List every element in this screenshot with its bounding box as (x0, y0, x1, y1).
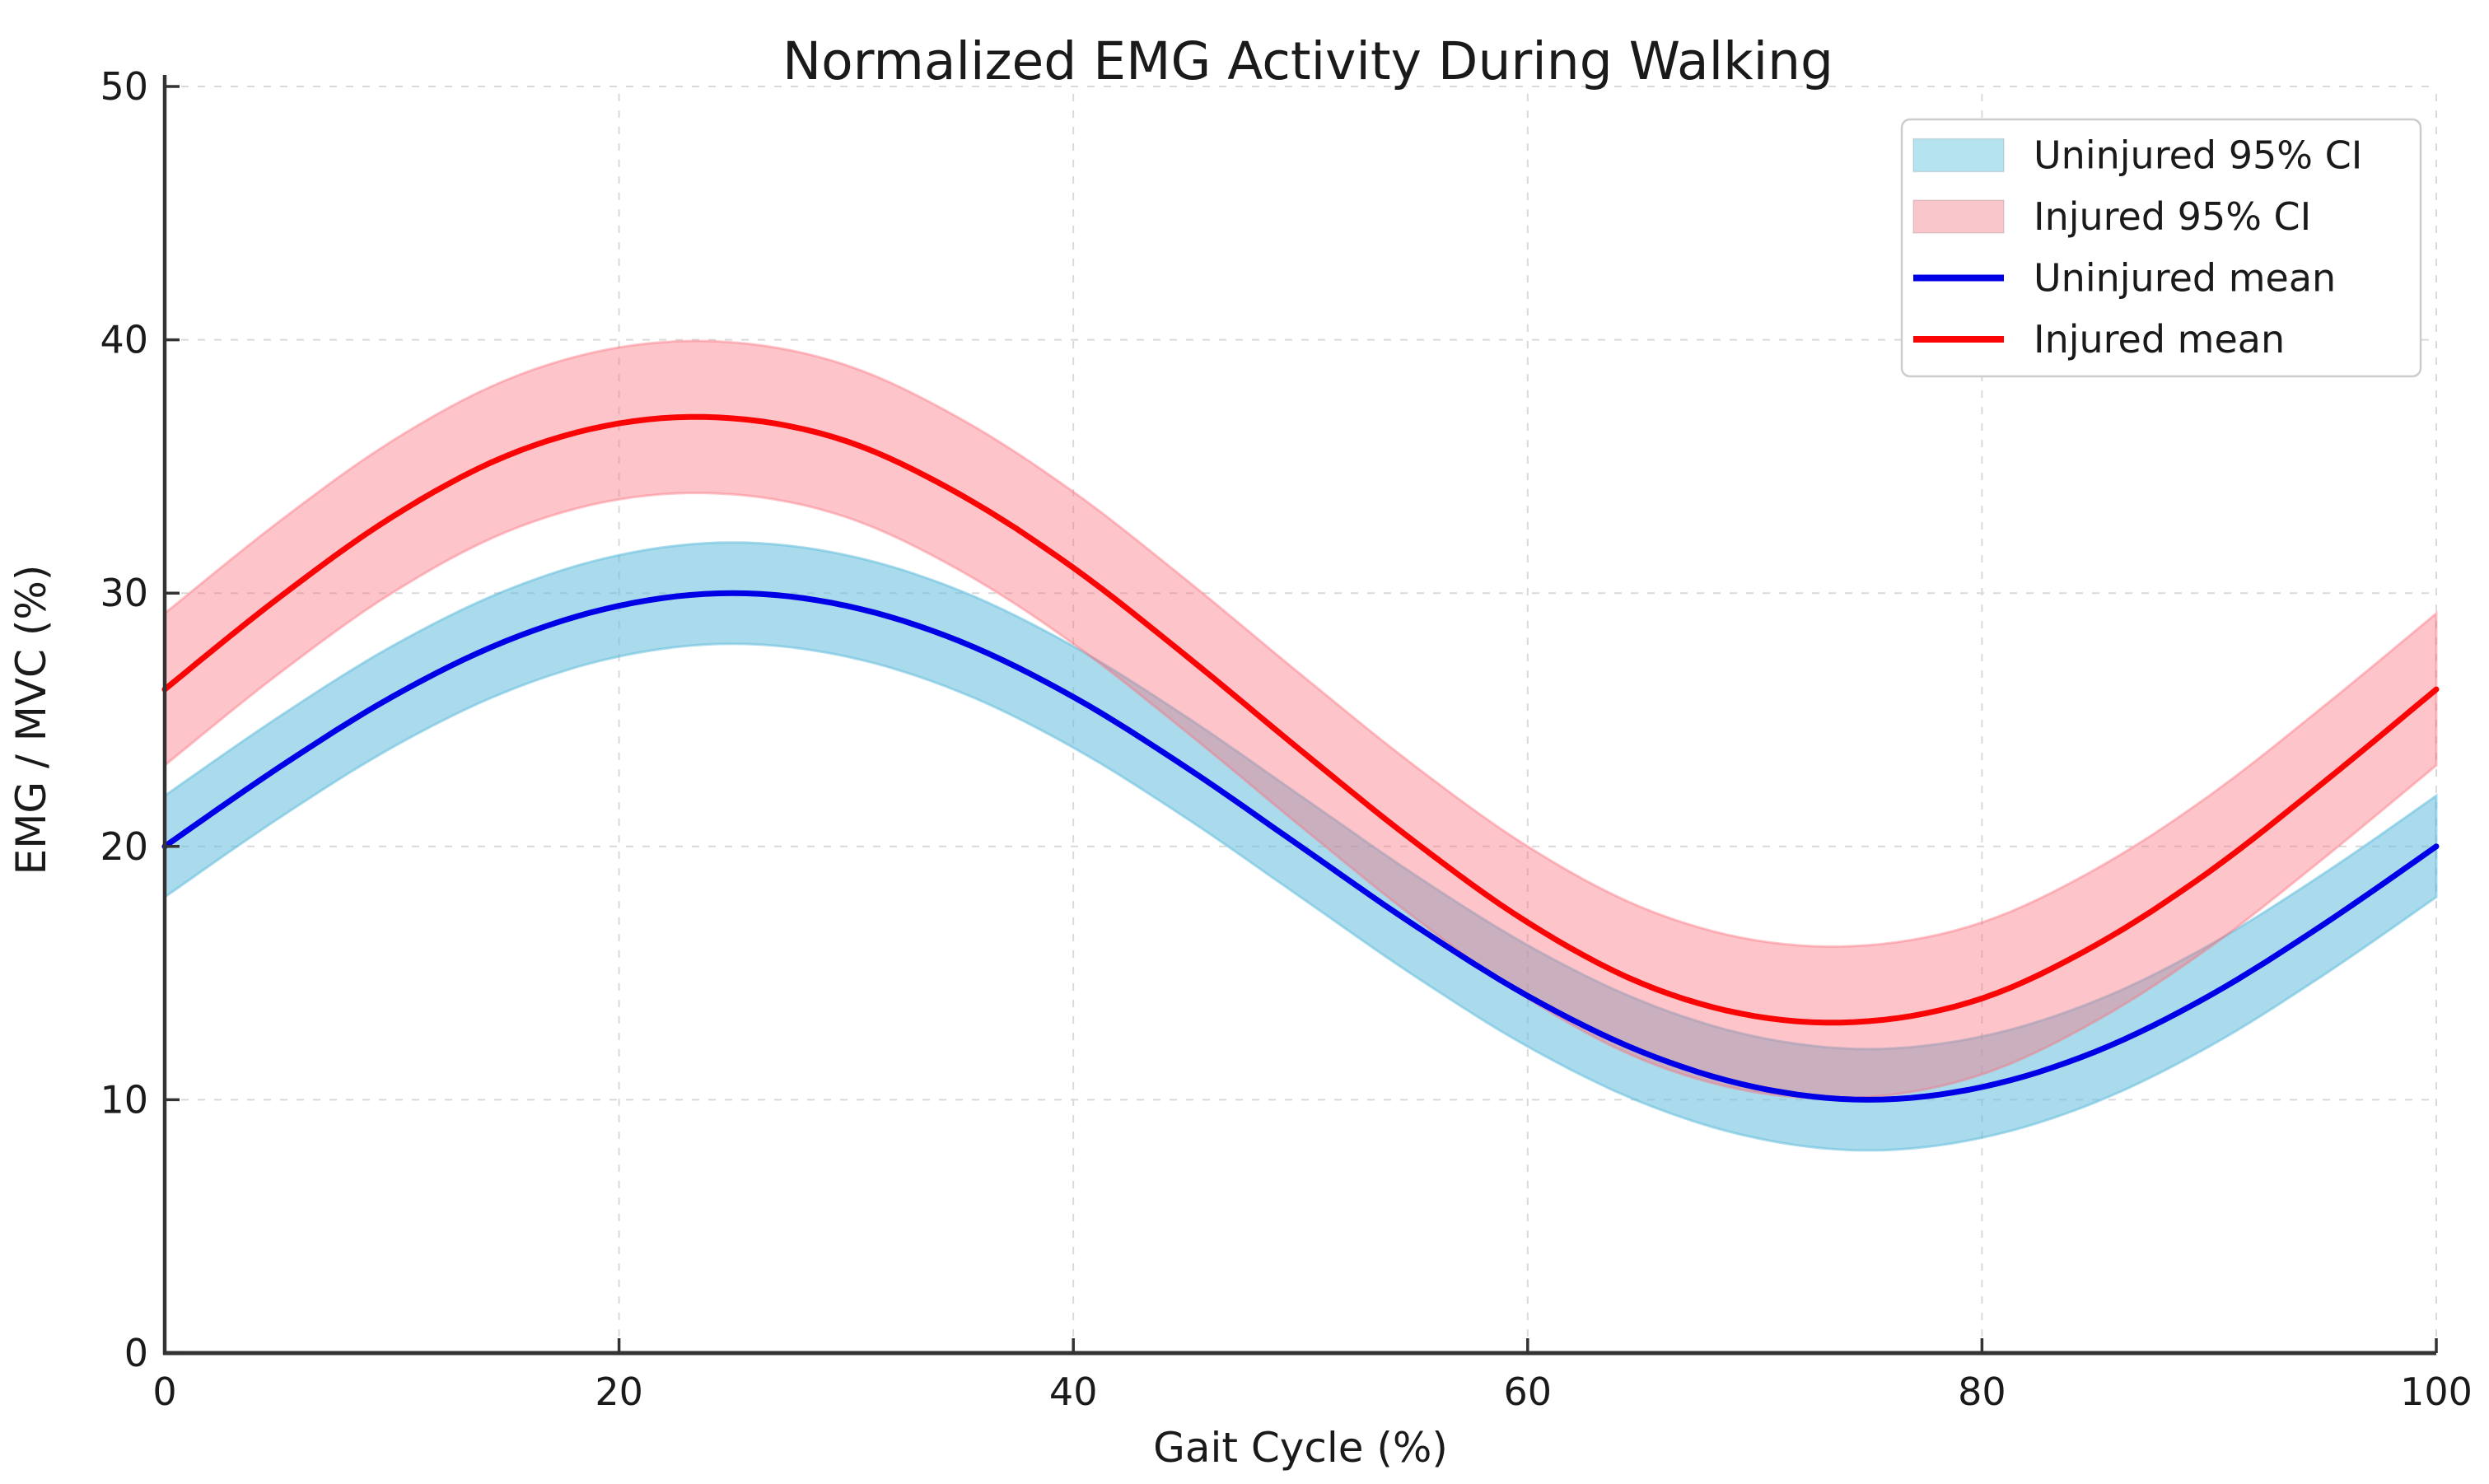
legend-swatch-injured-95-ci (1912, 199, 2005, 234)
x-tick-label-40: 40 (1049, 1370, 1098, 1414)
injured-95-ci-band (163, 339, 2438, 1100)
x-tick-label-0: 0 (152, 1370, 176, 1414)
y-tick-label-0: 0 (124, 1331, 148, 1375)
axes (162, 75, 2436, 1356)
legend: Uninjured 95% CI Injured 95% CI Uninjured … (1900, 118, 2422, 378)
y-tick-label-10: 10 (100, 1077, 148, 1122)
legend-label-uninjured-95-ci: Uninjured 95% CI (2034, 133, 2362, 178)
y-tick-label-50: 50 (100, 64, 148, 109)
y-tick-label-30: 30 (100, 571, 148, 615)
confidence-bands (163, 339, 2438, 1152)
x-tick-label-100: 100 (2400, 1370, 2473, 1414)
legend-swatch-uninjured-95-ci (1912, 138, 2005, 173)
x-tick-label-80: 80 (1958, 1370, 2006, 1414)
legend-box (1900, 118, 2422, 378)
uninjured-mean-line (161, 590, 2440, 1103)
injured-mean-line (161, 413, 2440, 1026)
y-tick-label-20: 20 (100, 824, 148, 869)
chart-title: Normalized EMG Activity During Walking (782, 31, 1833, 91)
mean-lines (161, 413, 2440, 1103)
legend-label-injured-mean: Injured mean (2034, 317, 2285, 362)
x-tick-label-20: 20 (595, 1370, 643, 1414)
tick-marks-and-labels: 0 20 40 60 80 100 0 10 20 30 40 50 (100, 64, 2472, 1414)
x-axis-label: Gait Cycle (%) (1153, 1424, 1448, 1472)
x-tick-label-60: 60 (1504, 1370, 1553, 1414)
legend-label-uninjured-mean: Uninjured mean (2034, 256, 2336, 301)
legend-label-injured-95-ci: Injured 95% CI (2034, 194, 2311, 239)
y-tick-label-40: 40 (100, 318, 148, 362)
y-axis-label: EMG / MVC (%) (7, 565, 55, 875)
